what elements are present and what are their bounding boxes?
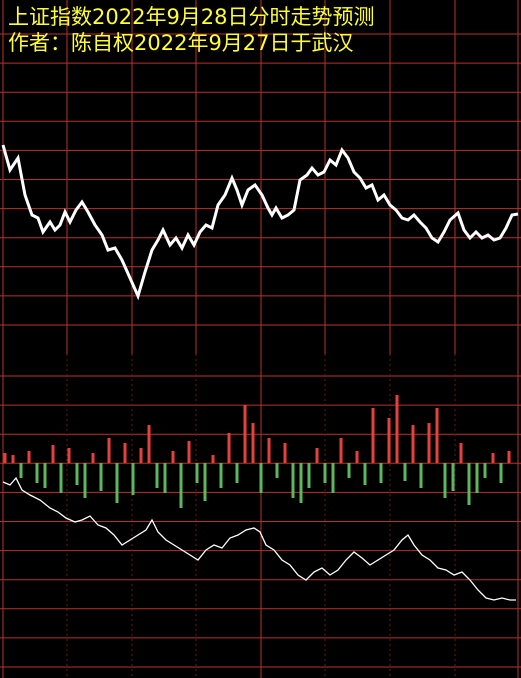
volume-bar [3,453,7,463]
volume-bar [443,463,447,498]
volume-bar [275,463,279,478]
volume-bar [107,438,111,463]
volume-bar [355,451,359,463]
volume-bar [347,463,351,478]
volume-bar [11,455,15,463]
volume-bar [467,463,471,505]
volume-bar [507,451,511,463]
volume-bar [267,438,271,463]
volume-bar [307,463,311,488]
volume-bar [219,463,223,488]
price-line [1,144,519,301]
volume-bar [163,463,167,493]
volume-bar [363,463,367,485]
marks [1,144,519,601]
volume-bar [387,418,391,463]
volume-bar [315,448,319,463]
volume-bar [259,463,263,493]
volume-bar [147,425,151,463]
volume-bar [19,463,23,478]
volume-bar [99,463,103,491]
volume-bar [475,463,479,493]
volume-bar [43,463,47,488]
volume-bar [371,408,375,463]
volume-bar [403,463,407,481]
volume-bar [139,448,143,463]
volume-bar [75,463,79,485]
volume-bar [115,463,119,503]
volume-bar [283,443,287,463]
volume-bar [299,463,303,503]
volume-bar [179,463,183,508]
volume-bar [251,423,255,463]
price-line [2,476,516,601]
volume-bar [379,463,383,483]
volume-bar [203,463,207,501]
volume-bar [227,433,231,463]
volume-bar [155,463,159,488]
volume-bar [291,463,295,498]
volume-bar [123,443,127,463]
volume-bar [91,453,95,463]
volume-bar [131,463,135,495]
volume-bar [395,395,399,463]
volume-bar [35,463,39,483]
volume-bar [339,438,343,463]
volume-bar [427,423,431,463]
volume-bar [323,463,327,483]
volume-bar [499,463,503,483]
chart-title: 上证指数2022年9月28日分时走势预测 [8,5,375,29]
volume-bar [187,441,191,463]
volume-bar [171,451,175,463]
volume-bar [491,453,495,463]
volume-bar [67,448,71,463]
volume-bar [59,463,63,493]
volume-bar [235,463,239,483]
volume-bar [411,425,415,463]
volume-bar [211,455,215,463]
volume-bar [27,451,31,463]
volume-bar [483,463,487,478]
volume-bar [459,443,463,463]
volume-bar [195,463,199,483]
volume-bar [51,445,55,463]
volume-bar [451,463,455,491]
volume-bar [331,463,335,493]
volume-bar [243,405,247,463]
volume-bar [435,408,439,463]
volume-bar [419,463,423,488]
volume-bar [83,463,87,498]
chart-subtitle: 作者：陈自权2022年9月27日于武汉 [8,31,354,55]
